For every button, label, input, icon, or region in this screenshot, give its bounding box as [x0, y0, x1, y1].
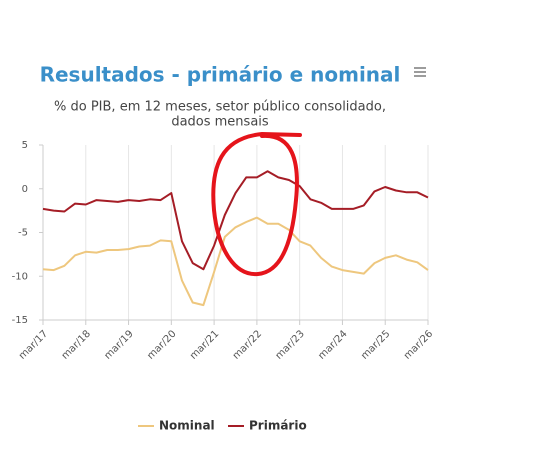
y-tick-label: -15: [12, 315, 28, 326]
chart-subtitle: % do PIB, em 12 meses, setor público con…: [54, 100, 386, 115]
x-tick-label: mar/21: [188, 328, 221, 361]
menu-button[interactable]: [414, 67, 426, 77]
series-line: [42, 216, 429, 307]
x-tick-label: mar/25: [359, 328, 392, 361]
x-tick-label: mar/24: [316, 328, 349, 361]
x-tick-label: mar/18: [60, 328, 93, 361]
chart-title: Resultados - primário e nominal: [40, 63, 401, 87]
y-tick-label: -10: [12, 271, 28, 282]
y-tick-label: 0: [22, 184, 28, 195]
annotation-circle: [211, 131, 302, 277]
y-tick-label: -5: [18, 228, 28, 239]
x-tick-label: mar/22: [231, 328, 264, 361]
x-tick-label: mar/20: [145, 328, 178, 361]
x-tick-label: mar/17: [17, 328, 50, 361]
x-tick-label: mar/23: [274, 328, 307, 361]
legend-label: Primário: [249, 419, 307, 433]
series-line: [42, 170, 429, 271]
x-tick-label: mar/19: [103, 328, 136, 361]
legend-label: Nominal: [159, 419, 215, 433]
y-tick-label: 5: [22, 140, 28, 151]
chart-subtitle: dados mensais: [171, 115, 269, 130]
x-tick-label: mar/26: [402, 328, 435, 361]
